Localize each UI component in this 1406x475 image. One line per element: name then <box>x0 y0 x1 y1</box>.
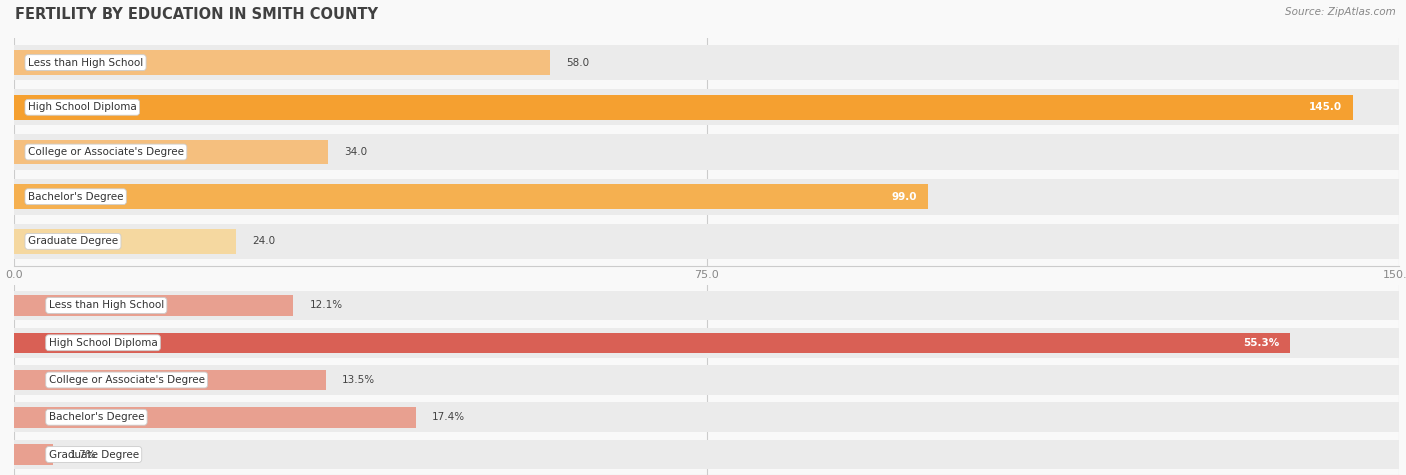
Text: College or Associate's Degree: College or Associate's Degree <box>28 147 184 157</box>
Bar <box>14 184 928 209</box>
Bar <box>14 134 1399 170</box>
Bar <box>14 332 1291 353</box>
Bar <box>14 402 1399 432</box>
Text: College or Associate's Degree: College or Associate's Degree <box>49 375 205 385</box>
Text: Graduate Degree: Graduate Degree <box>49 449 139 459</box>
Text: 13.5%: 13.5% <box>342 375 375 385</box>
Bar <box>14 179 1399 215</box>
Bar <box>14 229 236 254</box>
Bar <box>14 45 1399 80</box>
Bar <box>14 50 550 75</box>
Bar <box>14 439 1399 469</box>
Text: 24.0: 24.0 <box>252 237 276 247</box>
Text: Bachelor's Degree: Bachelor's Degree <box>28 192 124 202</box>
Text: 145.0: 145.0 <box>1309 102 1341 112</box>
Text: Less than High School: Less than High School <box>49 301 165 311</box>
Text: 12.1%: 12.1% <box>309 301 343 311</box>
Bar <box>14 407 416 428</box>
Bar <box>14 365 1399 395</box>
Text: High School Diploma: High School Diploma <box>49 338 157 348</box>
Bar <box>14 295 294 316</box>
Text: 55.3%: 55.3% <box>1243 338 1279 348</box>
Bar <box>14 370 326 390</box>
Text: Source: ZipAtlas.com: Source: ZipAtlas.com <box>1285 7 1396 17</box>
Bar <box>14 89 1399 125</box>
Text: 99.0: 99.0 <box>891 192 917 202</box>
Text: Bachelor's Degree: Bachelor's Degree <box>49 412 145 422</box>
Bar <box>14 328 1399 358</box>
Bar <box>14 95 1353 120</box>
Text: FERTILITY BY EDUCATION IN SMITH COUNTY: FERTILITY BY EDUCATION IN SMITH COUNTY <box>15 7 378 22</box>
Text: Graduate Degree: Graduate Degree <box>28 237 118 247</box>
Text: 1.7%: 1.7% <box>70 449 97 459</box>
Text: 58.0: 58.0 <box>567 57 589 67</box>
Text: Less than High School: Less than High School <box>28 57 143 67</box>
Bar <box>14 444 53 465</box>
Text: 34.0: 34.0 <box>344 147 368 157</box>
Bar <box>14 291 1399 321</box>
Text: 17.4%: 17.4% <box>432 412 465 422</box>
Text: High School Diploma: High School Diploma <box>28 102 136 112</box>
Bar <box>14 140 328 164</box>
Bar <box>14 224 1399 259</box>
